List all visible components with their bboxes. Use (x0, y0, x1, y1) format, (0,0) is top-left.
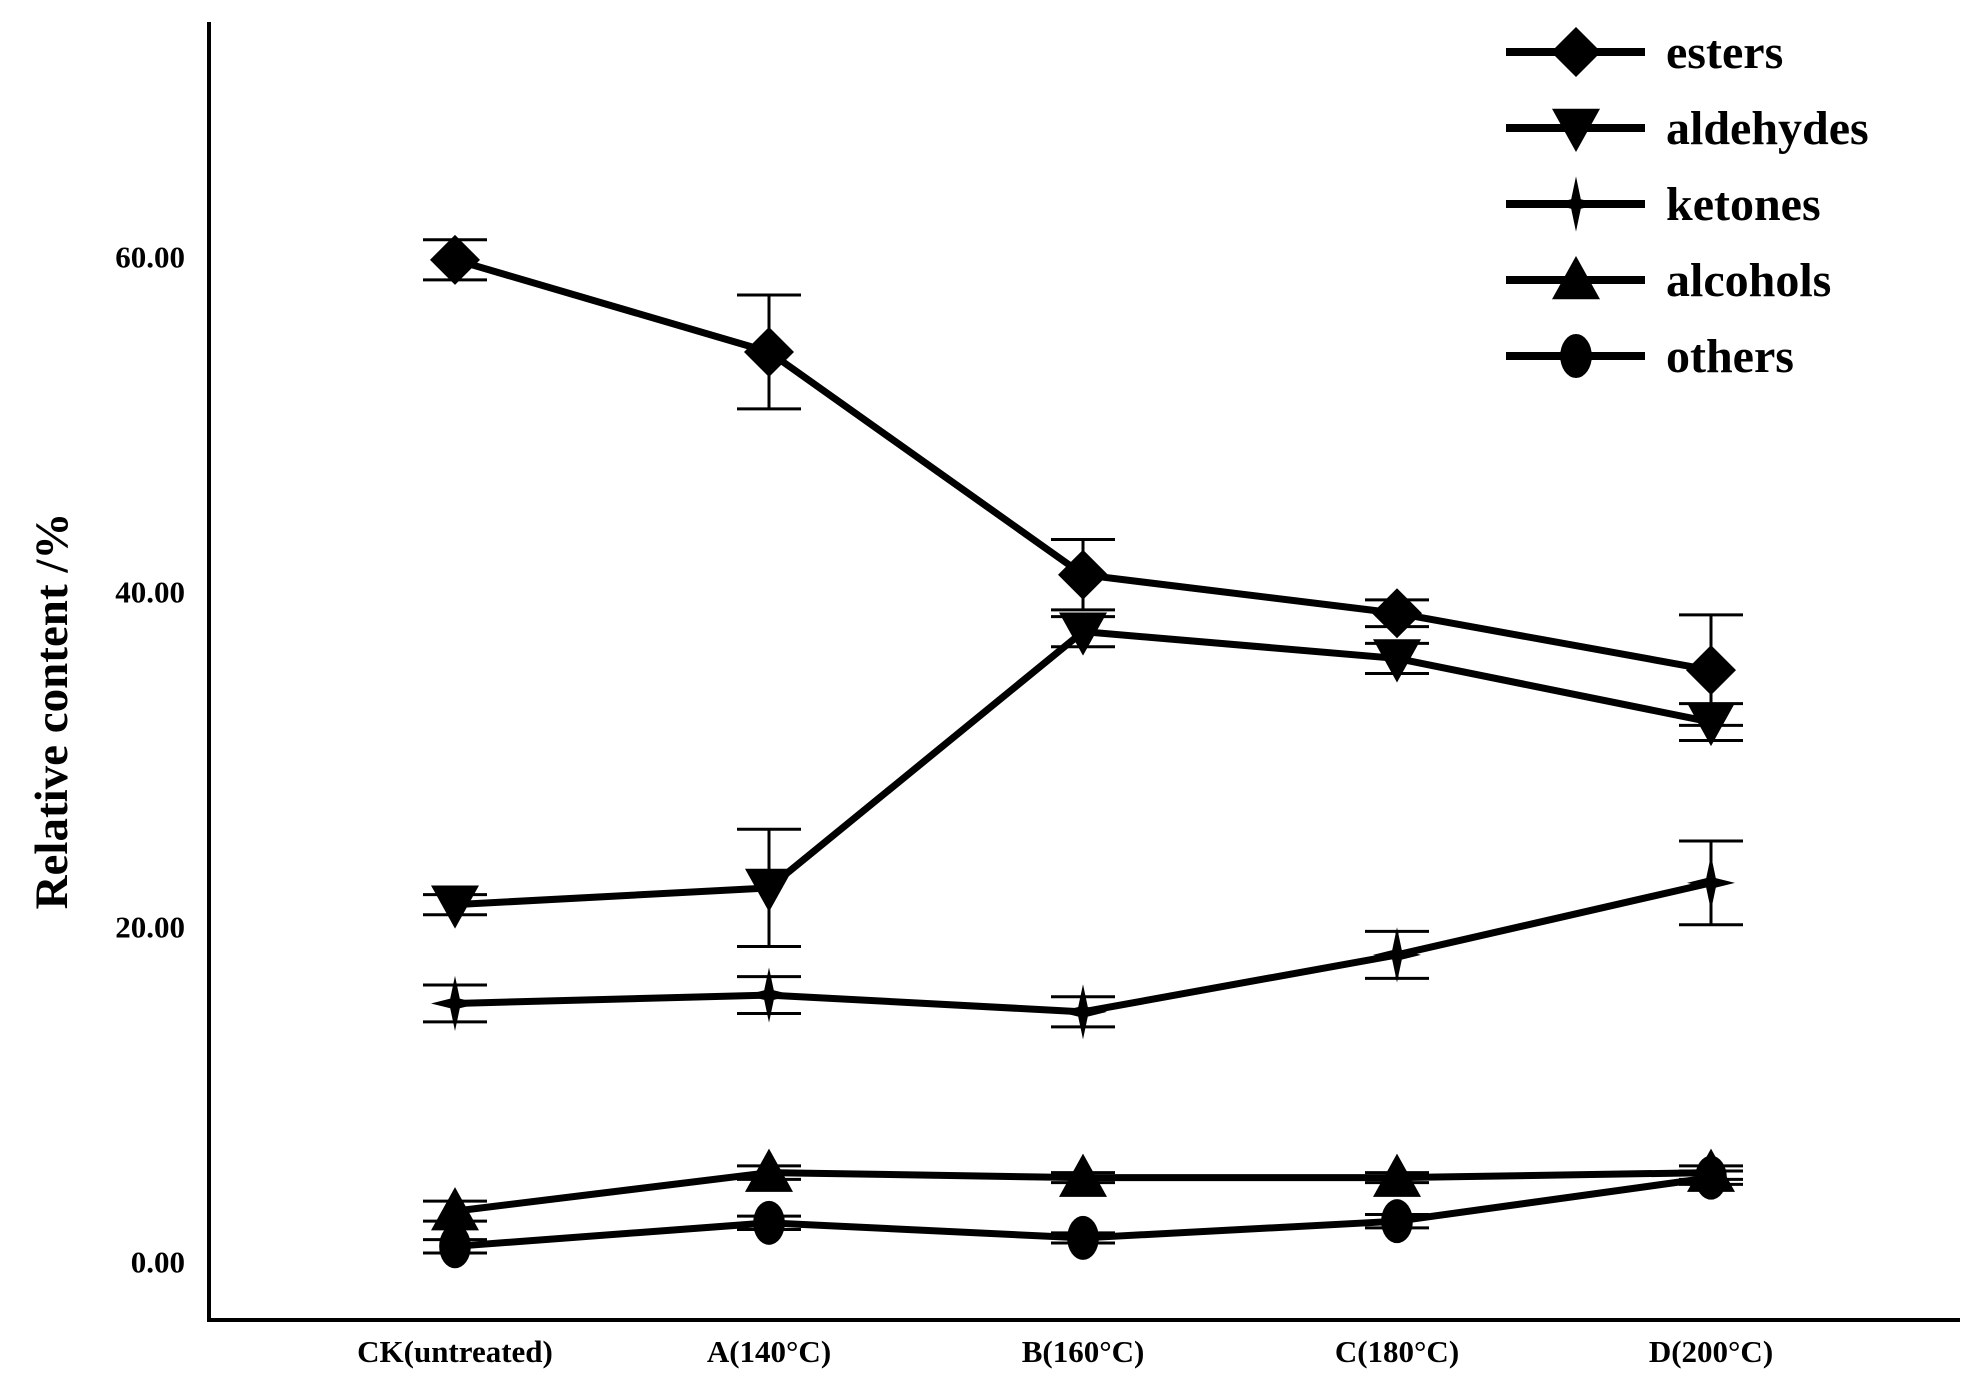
legend-label: esters (1666, 26, 1783, 79)
data-point-triangle-up (745, 1148, 793, 1192)
data-series (423, 234, 1743, 1269)
data-point-star-4 (1687, 855, 1735, 911)
data-point-diamond (1372, 588, 1422, 639)
legend-item-others: others (1506, 330, 1794, 383)
series-aldehydes (423, 612, 1743, 949)
legend-label: ketones (1666, 178, 1821, 231)
legend-marker-triangle-up (1552, 256, 1600, 300)
legend-label: alcohols (1666, 254, 1831, 307)
x-tick-label: C(180°C) (1335, 1334, 1459, 1369)
x-tick-labels: CK(untreated) A(140°C) B(160°C) C(180°C) D(2… (357, 1334, 1773, 1369)
x-tick-label: D(200°C) (1649, 1334, 1773, 1369)
data-point-triangle-up (1059, 1153, 1107, 1197)
y-axis-title: Relative content /% (26, 513, 78, 910)
x-tick-label: A(140°C) (707, 1334, 831, 1369)
data-point-diamond (430, 234, 480, 285)
data-point-triangle-down (745, 868, 793, 912)
series-ketones (423, 839, 1743, 1040)
legend-item-ketones: ketones (1506, 176, 1821, 232)
data-point-ellipse (753, 1200, 785, 1245)
chart-axes (207, 22, 1960, 1322)
legend-label: others (1666, 330, 1794, 383)
data-point-star-4 (431, 975, 479, 1032)
x-tick-label: B(160°C) (1022, 1334, 1145, 1369)
y-tick-label: 0.00 (131, 1244, 185, 1279)
legend-item-esters: esters (1506, 26, 1783, 79)
data-point-triangle-down (1373, 639, 1421, 683)
series-others (423, 1155, 1743, 1269)
data-point-diamond (1058, 549, 1108, 600)
legend-marker-diamond (1551, 27, 1601, 77)
y-tick-label: 40.00 (115, 574, 185, 609)
data-point-triangle-up (431, 1187, 479, 1231)
data-point-diamond (1686, 645, 1736, 696)
data-point-star-4 (1059, 984, 1107, 1040)
legend: esters aldehydes ketones alcohols others (1506, 26, 1869, 383)
y-tick-label: 60.00 (115, 239, 185, 274)
series-line (454, 628, 1712, 909)
data-point-ellipse (439, 1224, 471, 1269)
data-point-star-4 (745, 967, 793, 1023)
y-tick-label: 20.00 (115, 909, 185, 944)
legend-marker-ellipse (1560, 334, 1592, 378)
y-tick-labels: 0.00 20.00 40.00 60.00 (115, 239, 185, 1279)
data-point-ellipse (1381, 1199, 1413, 1244)
data-point-triangle-up (1373, 1153, 1421, 1197)
data-point-triangle-down (1687, 702, 1735, 747)
legend-item-alcohols: alcohols (1506, 254, 1831, 307)
data-point-diamond (744, 326, 794, 377)
data-point-ellipse (1695, 1155, 1727, 1200)
legend-marker-star-4 (1552, 176, 1600, 232)
data-point-ellipse (1067, 1215, 1099, 1260)
data-point-star-4 (1373, 927, 1421, 983)
legend-label: aldehydes (1666, 102, 1869, 155)
series-esters (423, 234, 1743, 727)
legend-item-aldehydes: aldehydes (1506, 102, 1869, 155)
data-point-triangle-down (431, 885, 479, 929)
legend-marker-triangle-down (1552, 108, 1600, 152)
x-tick-label: CK(untreated) (357, 1334, 553, 1369)
data-point-triangle-down (1059, 612, 1107, 656)
